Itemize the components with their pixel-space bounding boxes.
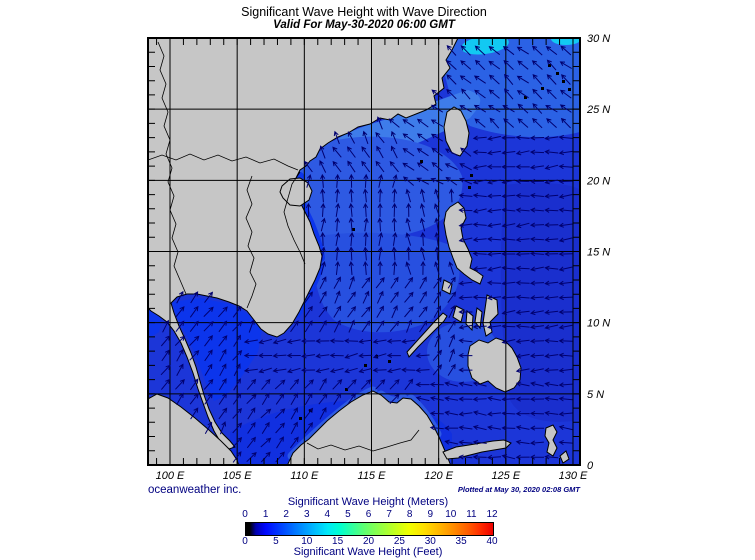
colorbar-tick: 0 [242,509,248,520]
island-small-southeast [559,450,570,464]
colorbar-tick: 10 [445,509,457,520]
island-samar [482,294,499,337]
lat-label: 25 N [586,104,610,116]
axis-labels: 100 E 105 E 110 E 115 E 120 E 125 E 130 E 30 N 2… [156,33,611,482]
colorbar-tick: 3 [304,509,310,520]
colorbar-tick: 4 [324,509,331,520]
lon-label: 130 E [559,470,588,482]
colorbar-tick: 2 [283,509,289,520]
colorbar-tick: 30 [424,536,436,547]
graticule-grid [148,38,580,465]
island-palawan [406,312,448,358]
colorbar-tick: 0 [242,536,248,547]
colorbar-title-meters: Significant Wave Height (Meters) [287,496,449,508]
colorbar-tick: 15 [332,536,344,547]
colorbar-tick: 6 [365,509,372,520]
lat-label: 0 [587,460,594,472]
colorbar-tick: 35 [455,536,467,547]
valid-time-subtitle: Valid For May-30-2020 06:00 GMT [273,19,455,31]
lon-label: 115 E [358,470,387,482]
colorbar-tick: 25 [393,536,405,547]
colorbar-feet-ticks: 0 5 10 15 20 25 30 35 40 [242,536,497,547]
colorbar-tick: 8 [406,509,413,520]
colorbar-tick: 10 [301,536,313,547]
lat-label: 20 N [586,175,610,187]
colorbar-tick: 20 [362,536,375,547]
colorbar-tick: 9 [427,509,434,520]
lon-label: 110 E [290,470,319,482]
island-luzon [443,201,484,285]
lon-label: 105 E [223,470,252,482]
page-title: Significant Wave Height with Wave Direct… [241,5,487,19]
oceanweather-credit: oceanweather inc. [148,484,242,496]
colorbar-title-feet: Significant Wave Height (Feet) [293,546,443,558]
colorbar-meters-ticks: 0 1 2 3 4 5 6 7 8 9 10 11 12 [242,509,497,520]
map-frame [147,37,581,466]
degree-tick-marks [149,39,579,464]
colorbar-tick: 11 [466,509,477,520]
island-mindoro [441,279,453,295]
colorbar-tick: 5 [273,536,279,547]
colorbar-tick: 5 [345,509,351,520]
plotted-timestamp: Plotted at May 30, 2020 02:08 GMT [457,485,580,494]
colorbar-gradient [245,522,494,536]
lon-label: 120 E [424,470,453,482]
wave-direction-arrows [160,44,573,463]
island-sumatra [148,393,240,465]
colorbar-tick: 7 [386,509,392,520]
island-halmahera [544,424,558,457]
colorbar-tick: 40 [486,536,498,547]
lat-label: 10 N [587,318,610,330]
colorbar-tick: 12 [486,509,498,520]
lat-label: 5 N [587,389,604,401]
lon-label: 125 E [491,470,520,482]
island-borneo [286,390,452,465]
colorbar-tick: 1 [262,509,269,520]
lon-label: 100 E [156,470,185,482]
island-panay [452,305,465,323]
lat-label: 30 N [587,33,610,45]
lat-label: 15 N [587,247,610,259]
